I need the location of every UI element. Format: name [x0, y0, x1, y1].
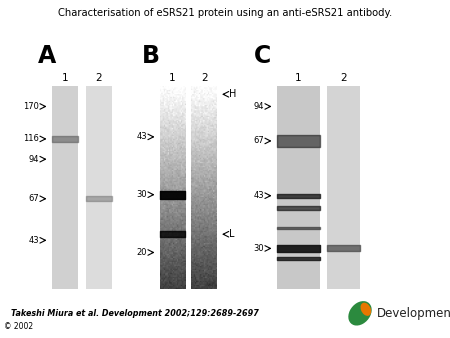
Text: Takeshi Miura et al. Development 2002;129:2689-2697: Takeshi Miura et al. Development 2002;12… — [11, 309, 259, 318]
Text: 1: 1 — [169, 73, 176, 83]
Text: H: H — [230, 89, 237, 99]
Text: 67: 67 — [28, 194, 39, 203]
Text: 2: 2 — [340, 73, 347, 83]
Text: 1: 1 — [295, 73, 302, 83]
Text: 170: 170 — [23, 102, 39, 111]
Text: Characterisation of eSRS21 protein using an anti-eSRS21 antibody.: Characterisation of eSRS21 protein using… — [58, 8, 392, 19]
Text: 2: 2 — [201, 73, 207, 83]
Text: 43: 43 — [253, 191, 264, 200]
Ellipse shape — [348, 301, 372, 325]
Bar — [277, 86, 320, 289]
Ellipse shape — [360, 303, 371, 316]
Bar — [86, 86, 112, 289]
Text: C: C — [254, 44, 271, 68]
Text: 2: 2 — [96, 73, 102, 83]
Text: 1: 1 — [62, 73, 68, 83]
Bar — [327, 86, 360, 289]
Text: 30: 30 — [136, 190, 147, 199]
Text: 94: 94 — [254, 102, 264, 111]
Text: 43: 43 — [28, 236, 39, 245]
Text: © 2002: © 2002 — [4, 321, 34, 331]
Text: B: B — [142, 44, 160, 68]
Text: 30: 30 — [253, 244, 264, 253]
Bar — [52, 86, 78, 289]
Text: L: L — [230, 229, 235, 239]
Text: 43: 43 — [136, 132, 147, 141]
Text: A: A — [38, 44, 57, 68]
Text: 67: 67 — [253, 137, 264, 145]
Text: 20: 20 — [137, 248, 147, 257]
Text: 94: 94 — [29, 155, 39, 164]
Text: 116: 116 — [23, 135, 39, 143]
Text: Development: Development — [377, 307, 450, 320]
